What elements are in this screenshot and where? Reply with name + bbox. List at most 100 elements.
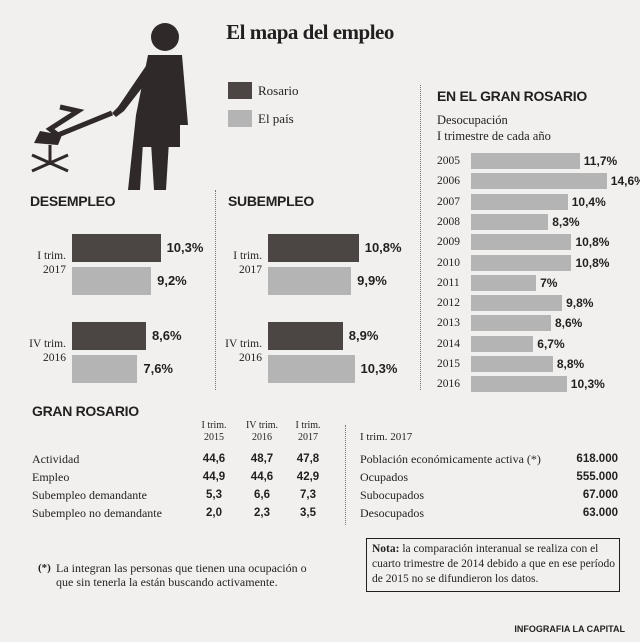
category-label: 2009	[437, 236, 460, 249]
row-label: Ocupados	[360, 470, 408, 484]
row-label: Subempleo no demandante	[32, 506, 162, 520]
value-label: 11,7%	[583, 154, 618, 168]
bar	[471, 376, 567, 393]
column-header: I trim. 2015	[201, 420, 227, 443]
category-label: 2007	[437, 195, 460, 208]
category-label: 2012	[437, 297, 460, 310]
category-label: I trim. 2017	[37, 250, 66, 276]
category-label: 2016	[437, 378, 460, 391]
cell: 67.000	[582, 489, 618, 501]
bar	[471, 173, 607, 190]
bar	[471, 193, 568, 210]
note: Nota: la comparación interanual se reali…	[372, 542, 616, 587]
value-label: 7%	[540, 275, 558, 290]
category-label: 2006	[437, 175, 460, 188]
value-label: 7,6%	[143, 361, 173, 376]
bar	[268, 234, 359, 262]
footnote-mark: (*)	[38, 562, 51, 574]
legend-swatch	[228, 82, 252, 99]
bar	[72, 355, 138, 383]
value-label: 9,8%	[566, 296, 594, 311]
table-title: GRAN ROSARIO	[32, 403, 139, 419]
row-label: Población económicamente activa (*)	[360, 452, 541, 466]
legend-label: Rosario	[258, 83, 299, 98]
row-label: Actividad	[32, 452, 80, 466]
bar	[471, 295, 563, 312]
legend-swatch	[228, 110, 252, 127]
note-text: la comparación interanual se realiza con…	[372, 543, 616, 585]
value-label: 8,9%	[348, 328, 379, 343]
cell: 618.000	[576, 453, 618, 465]
divider	[420, 85, 421, 390]
column-header: I trim. 2017	[360, 431, 413, 443]
cell: 48,7	[250, 453, 274, 465]
value-label: 9,2%	[157, 273, 187, 288]
cell: 44,9	[202, 471, 226, 483]
value-label: 10,8%	[575, 235, 610, 250]
value-label: 10,8%	[364, 240, 402, 255]
cell: 5,3	[206, 489, 222, 501]
legend-label: El país	[258, 111, 294, 126]
bar	[471, 356, 553, 372]
cell: 3,5	[300, 507, 316, 519]
value-label: 10,3%	[570, 377, 605, 392]
bar	[72, 234, 161, 262]
bar	[268, 267, 352, 295]
cell: 44,6	[250, 471, 274, 483]
value-label: 14,6%	[610, 174, 640, 189]
category-label: 2010	[437, 256, 460, 269]
cell: 63.000	[582, 507, 618, 519]
value-label: 8,3%	[552, 214, 580, 229]
row-label: Subocupados	[360, 488, 424, 502]
value-label: 6,7%	[537, 336, 565, 351]
value-label: 8,6%	[554, 316, 583, 331]
value-label: 10,3%	[166, 240, 204, 255]
chart-title: SUBEMPLEO	[228, 193, 314, 209]
chart-subtitle: Desocupación I trimestre de cada año	[437, 113, 551, 143]
bar	[471, 274, 537, 291]
bar	[471, 153, 580, 169]
row-label: Empleo	[32, 470, 70, 484]
cell: 7,3	[300, 489, 316, 501]
value-label: 10,4%	[571, 194, 606, 209]
category-label: I trim. 2017	[233, 250, 262, 276]
category-label: 2014	[437, 337, 460, 350]
column-header: I trim. 2017	[295, 420, 321, 443]
bar	[268, 355, 355, 383]
bar	[471, 335, 534, 352]
category-label: 2005	[437, 155, 460, 167]
note-label: Nota:	[372, 543, 400, 555]
bar	[471, 234, 572, 251]
chart-title: EN EL GRAN ROSARIO	[437, 88, 587, 104]
row-label: Desocupados	[360, 506, 424, 520]
bar	[471, 254, 572, 271]
cell: 2,0	[206, 507, 222, 519]
note-box	[366, 538, 620, 592]
category-label: 2008	[437, 215, 460, 228]
chart-title: DESEMPLEO	[30, 193, 116, 209]
category-label: IV trim. 2016	[225, 338, 262, 364]
cell: 555.000	[576, 471, 618, 483]
cell: 47,8	[296, 453, 320, 465]
cell: 44,6	[202, 453, 226, 465]
title: El mapa del empleo	[226, 20, 394, 44]
column-header: IV trim. 2016	[245, 420, 279, 443]
footnote: La integran las personas que tienen una …	[56, 561, 307, 589]
value-label: 9,9%	[357, 273, 387, 288]
bar	[72, 322, 146, 350]
bar	[72, 267, 152, 295]
illustration	[31, 23, 188, 190]
bar	[268, 322, 343, 350]
category-label: IV trim. 2016	[29, 338, 66, 364]
value-label: 10,3%	[360, 361, 398, 376]
cell: 42,9	[296, 471, 320, 483]
category-label: 2015	[437, 358, 460, 370]
value-label: 10,8%	[575, 255, 610, 270]
cell: 2,3	[254, 507, 270, 519]
value-label: 8,6%	[151, 328, 182, 343]
row-label: Subempleo demandante	[32, 488, 147, 502]
category-label: 2013	[437, 317, 460, 330]
divider	[345, 425, 346, 525]
value-label: 8,8%	[556, 357, 585, 371]
